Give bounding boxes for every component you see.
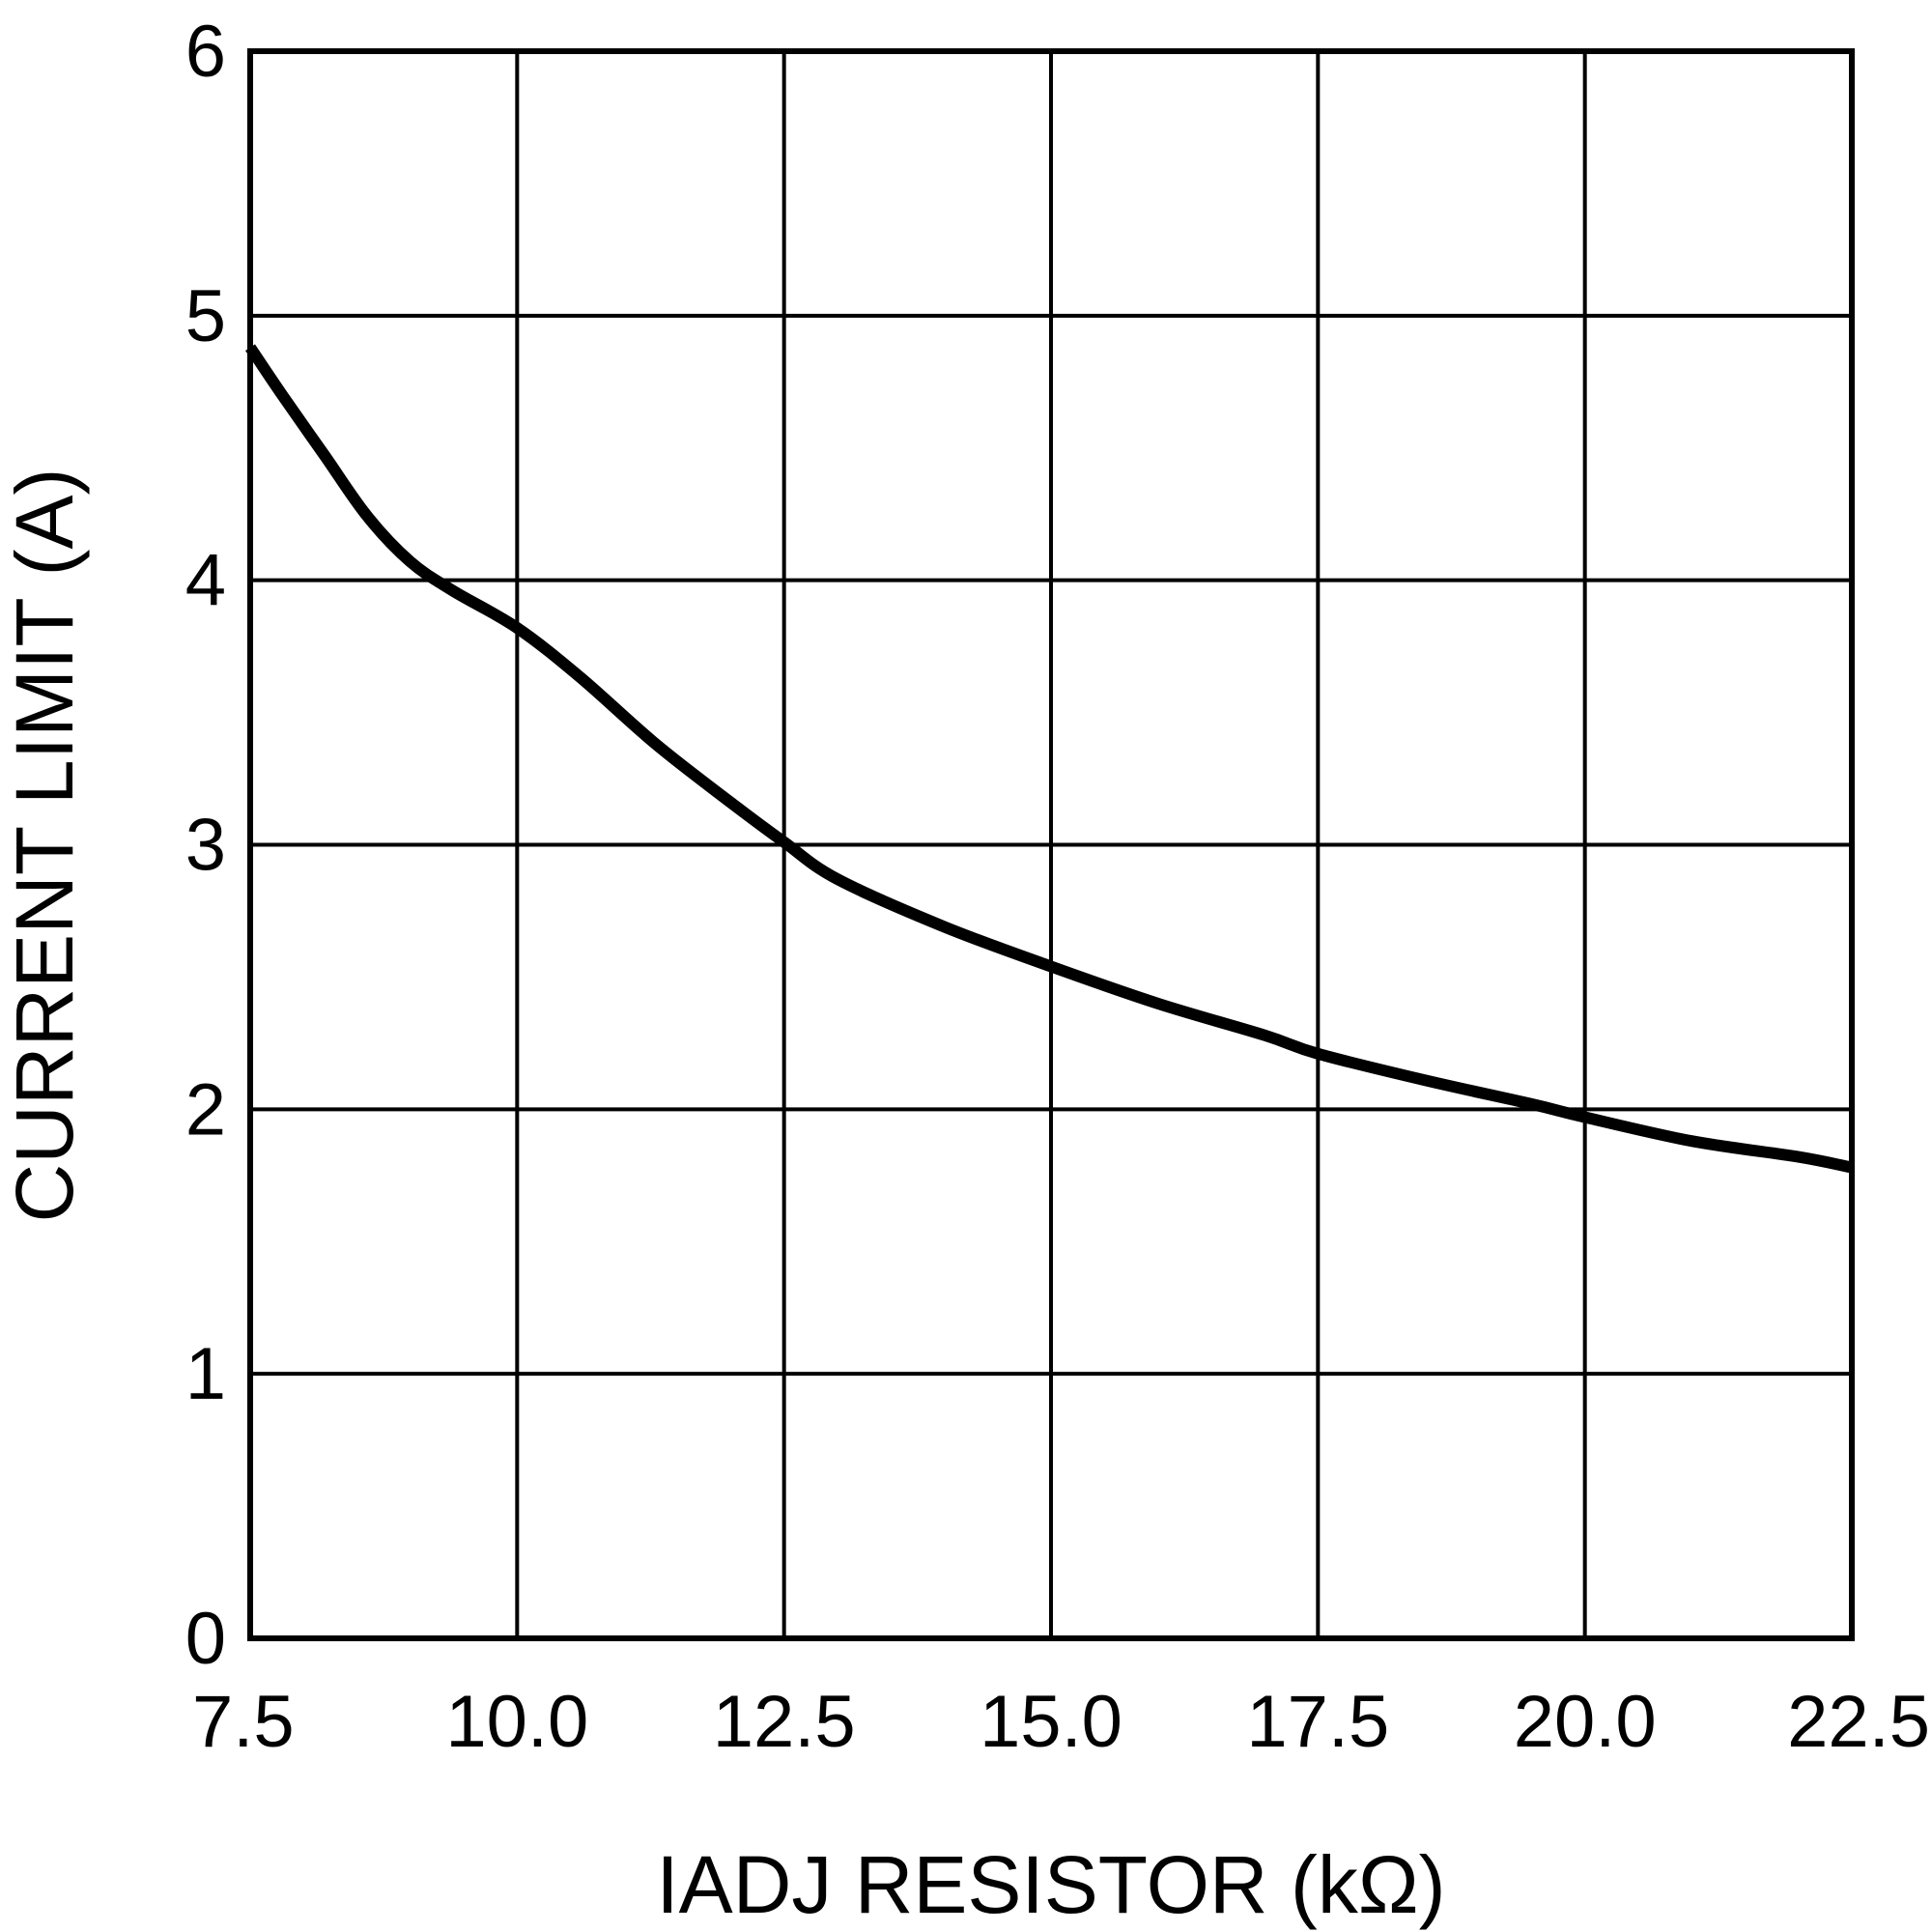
y-tick-label: 1 <box>185 1333 226 1415</box>
grid <box>248 49 1854 1640</box>
x-tick-labels: 7.5 10.0 12.5 15.0 17.5 20.0 22.5 <box>192 1681 1930 1763</box>
y-tick-label: 4 <box>185 540 226 622</box>
y-tick-label: 2 <box>185 1068 226 1151</box>
x-tick-label: 10.0 <box>445 1681 588 1763</box>
x-tick-label: 20.0 <box>1514 1681 1657 1763</box>
y-tick-label: 3 <box>185 805 226 887</box>
y-tick-label: 5 <box>185 275 226 357</box>
y-tick-label: 0 <box>185 1598 226 1680</box>
y-axis-title: CURRENT LIMIT (A) <box>0 469 90 1223</box>
y-tick-labels: 0 1 2 3 4 5 6 <box>185 11 226 1680</box>
x-tick-label: 7.5 <box>192 1681 295 1763</box>
series-layer <box>245 344 1854 1174</box>
x-tick-label: 12.5 <box>713 1681 856 1763</box>
plot-frame <box>247 48 1855 1641</box>
x-tick-label: 17.5 <box>1246 1681 1389 1763</box>
x-tick-label: 15.0 <box>980 1681 1122 1763</box>
current-limit-curve <box>245 344 1854 1174</box>
y-tick-label: 6 <box>185 11 226 93</box>
x-tick-label: 22.5 <box>1787 1681 1930 1763</box>
x-axis-title: IADJ RESISTOR (kΩ) <box>656 1839 1445 1930</box>
